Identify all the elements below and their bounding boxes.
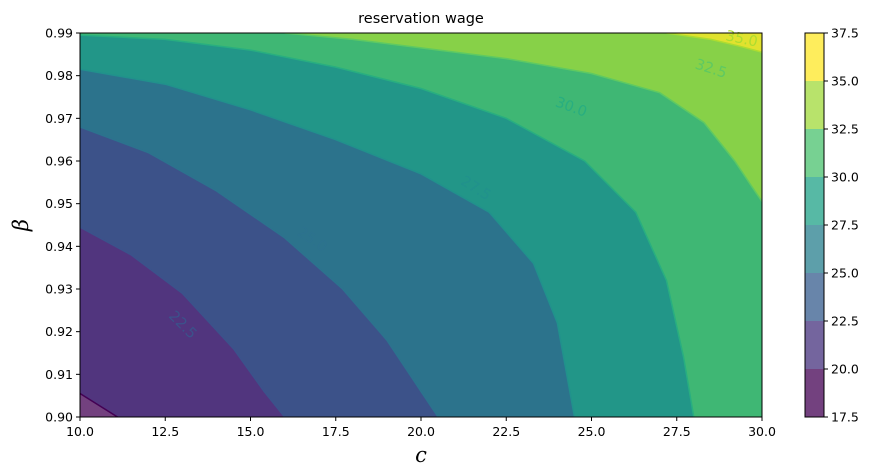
y-tick-label: 0.93 [45, 282, 73, 297]
y-tick-label: 0.95 [45, 196, 73, 211]
y-tick-label: 0.90 [45, 410, 73, 425]
contour-line-30 [80, 34, 695, 417]
contour-lines [80, 33, 762, 417]
x-tick-label: 10.0 [66, 424, 94, 439]
x-tick-label: 30.0 [748, 424, 776, 439]
x-tick-label: 27.5 [663, 424, 691, 439]
chart-title: reservation wage [358, 11, 484, 27]
contour-band-30 [80, 33, 762, 417]
x-tick-label: 17.5 [322, 424, 350, 439]
colorbar-tick-label: 37.5 [831, 26, 859, 41]
y-tick-label: 0.99 [45, 26, 73, 41]
colorbar-band [805, 225, 824, 273]
colorbar-tick-label: 20.0 [831, 362, 859, 377]
x-tick-label: 15.0 [237, 424, 265, 439]
x-tick-label: 20.0 [407, 424, 435, 439]
x-tick-label: 22.5 [492, 424, 520, 439]
x-tick-label: 25.0 [578, 424, 606, 439]
contour-line-27.5 [80, 68, 576, 417]
colorbar-tick-label: 30.0 [831, 170, 859, 185]
contour-line-25 [80, 126, 439, 417]
colorbar-band [805, 369, 824, 417]
x-axis-label: c [415, 443, 427, 467]
y-tick-label: 0.96 [45, 154, 73, 169]
y-axis-label: β [9, 219, 33, 232]
y-axis: 0.90 0.91 0.92 0.93 0.94 0.95 0.96 0.97 0.98 0.99 [45, 26, 80, 425]
colorbar-tick-label: 27.5 [831, 218, 859, 233]
plot-area [80, 33, 762, 417]
x-axis: 10.0 12.5 15.0 17.5 20.0 22.5 25.0 27.5 30.0 [66, 417, 776, 439]
colorbar-band [805, 177, 824, 225]
colorbar-tick-label: 17.5 [831, 410, 859, 425]
contour-label-35.0: 35.0 [724, 28, 759, 50]
colorbar-tick-label: 32.5 [831, 122, 859, 137]
contour-line-32.5 [284, 33, 762, 202]
x-tick-label: 12.5 [151, 424, 179, 439]
colorbar-tick-label: 22.5 [831, 314, 859, 329]
colorbar-band [805, 81, 824, 129]
colorbar-band [805, 273, 824, 321]
contour-line-22.5 [80, 226, 286, 417]
colorbar-tick-label: 35.0 [831, 74, 859, 89]
colorbar-band [805, 33, 824, 81]
colorbar: 17.5 20.0 22.5 25.0 27.5 30.0 32.5 35.0 37.5 [804, 26, 859, 425]
colorbar-band [805, 321, 824, 369]
y-tick-label: 0.98 [45, 68, 73, 83]
colorbar-tick-label: 25.0 [831, 266, 859, 281]
contour-line-35 [666, 33, 762, 53]
y-tick-label: 0.97 [45, 111, 73, 126]
contour-band-32.5 [284, 33, 762, 417]
y-tick-label: 0.92 [45, 324, 73, 339]
y-tick-label: 0.91 [45, 367, 73, 382]
colorbar-band [805, 129, 824, 177]
y-tick-label: 0.94 [45, 239, 73, 254]
contour-line-20 [80, 392, 118, 417]
